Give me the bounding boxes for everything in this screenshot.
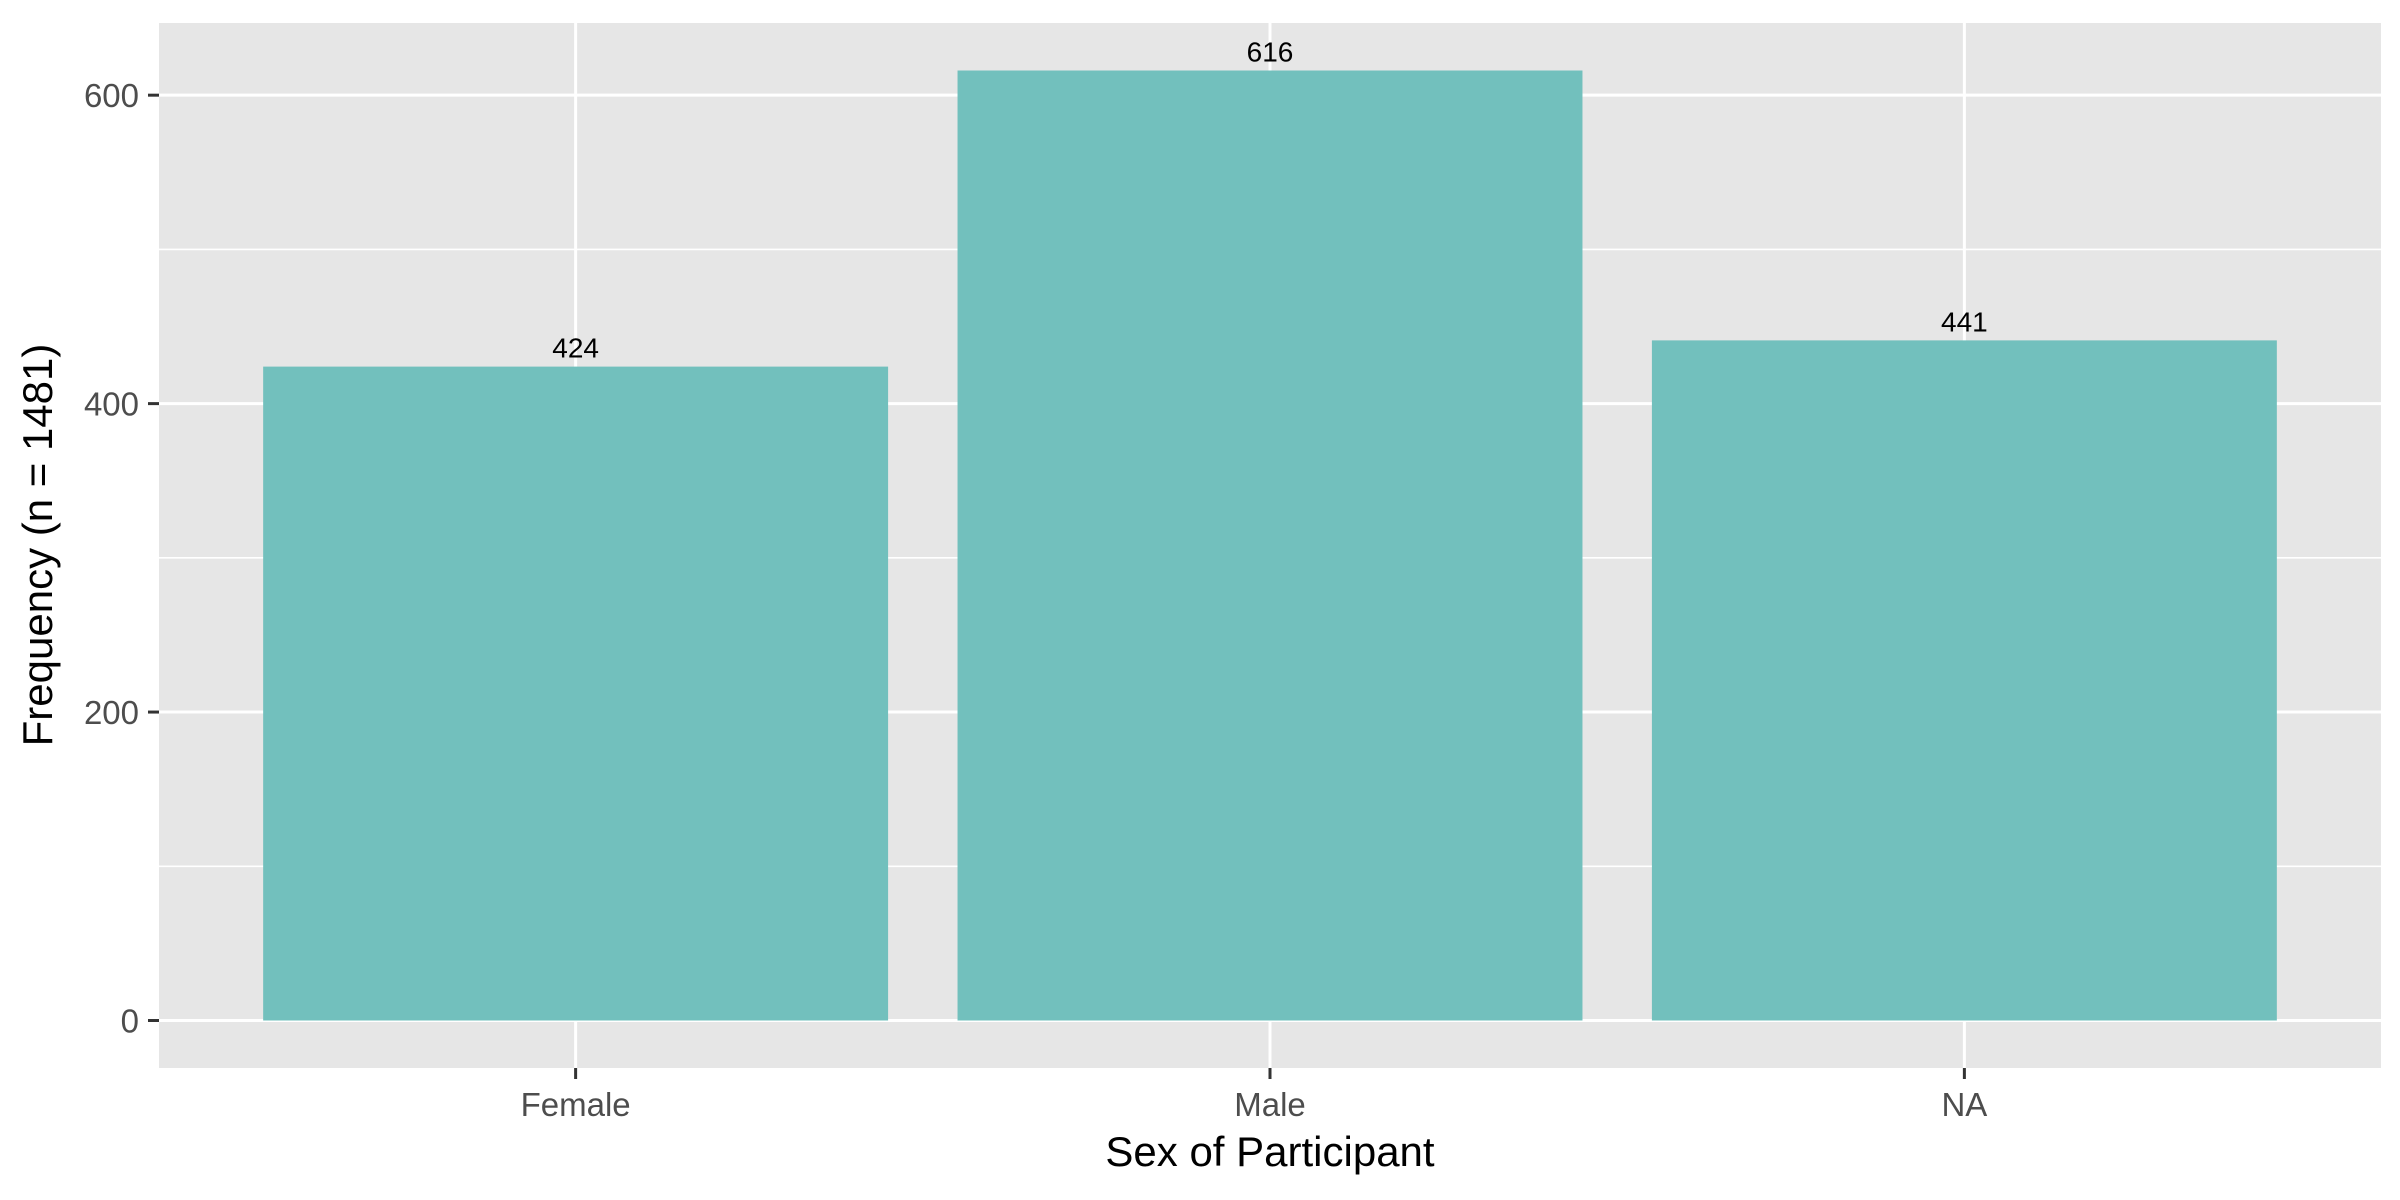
bar-female: [263, 366, 889, 1021]
x-tick-label: Male: [1234, 1086, 1306, 1123]
bar-male: [957, 70, 1583, 1021]
y-tick-label: 600: [84, 77, 139, 114]
bars: [263, 70, 2277, 1021]
y-tick-label: 200: [84, 694, 139, 731]
x-axis: Female Male NA: [521, 1068, 1987, 1123]
y-tick-label: 400: [84, 386, 139, 423]
data-label: 424: [552, 333, 599, 364]
y-tick-label: 0: [121, 1003, 139, 1040]
data-labels: 424 616 441: [552, 37, 1987, 364]
x-tick-label: NA: [1941, 1086, 1987, 1123]
bar-na: [1651, 340, 2277, 1021]
x-tick-label: Female: [521, 1086, 631, 1123]
data-label: 441: [1941, 306, 1988, 337]
data-label: 616: [1247, 37, 1294, 68]
y-axis: 0 200 400 600: [84, 77, 159, 1040]
x-axis-title: Sex of Participant: [1105, 1128, 1435, 1175]
y-axis-title: Frequency (n = 1481): [14, 344, 61, 747]
